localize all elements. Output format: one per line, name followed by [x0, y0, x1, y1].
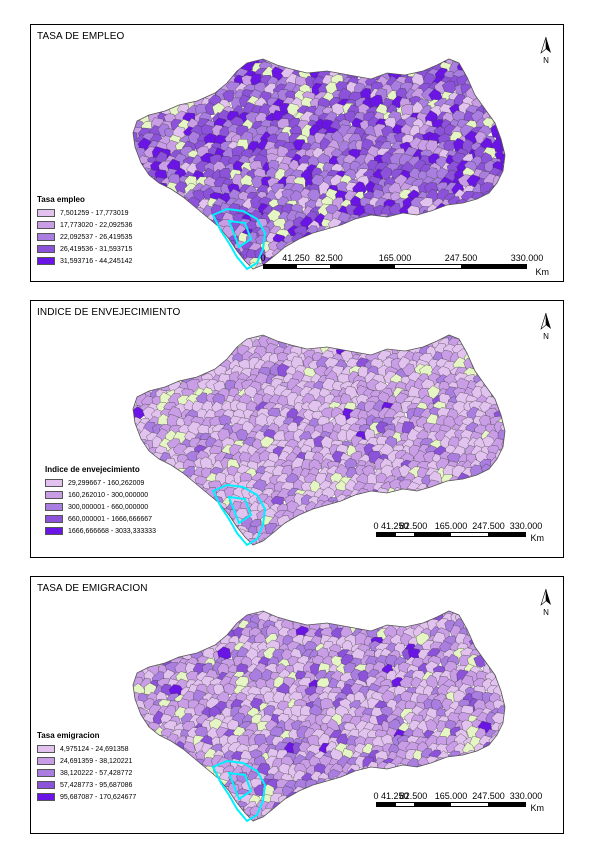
choropleth-map [132, 334, 506, 547]
legend-item: 26,419536 - 31,593715 [37, 243, 132, 255]
legend-label: 17,773020 - 22,092536 [60, 221, 133, 229]
map-title: TASA DE EMPLEO [37, 31, 125, 42]
north-arrow-icon: N [540, 36, 551, 65]
legend-label: 7,501259 - 17,773019 [60, 209, 129, 217]
highlighted-region [211, 483, 267, 547]
scale-bar: 0 41.250 82.500 165.000 247.500 330.000 … [373, 521, 544, 543]
north-arrow-icon: N [540, 588, 551, 617]
legend-item: 38,120222 - 57,428772 [37, 767, 136, 779]
scale-tick: 330.000 [509, 521, 543, 531]
choropleth-map [132, 610, 506, 823]
scale-tick: 41.250 [282, 253, 310, 263]
legend-item: 29,299667 - 160,262009 [45, 477, 156, 489]
north-label: N [543, 56, 549, 65]
map-panel-tasa-empleo: TASA DE EMPLEO N Tasa empleo 7,501259 - … [30, 24, 564, 282]
legend: Tasa emigracion 4,975124 - 24,691358 24,… [37, 731, 136, 803]
legend-item: 24,691359 - 38,120221 [37, 755, 136, 767]
legend-item: 1666,666668 - 3033,333333 [45, 525, 156, 537]
scale-tick: 247.500 [444, 253, 478, 263]
scale-unit: Km [530, 533, 545, 543]
legend-label: 57,428773 - 95,687086 [60, 781, 133, 789]
legend: Indice de envejecimiento 29,299667 - 160… [45, 465, 156, 537]
legend-item: 95,687087 - 170,624677 [37, 791, 136, 803]
map-panel-indice-envejecimiento: INDICE DE ENVEJECIMIENTO N Indice de env… [30, 300, 564, 558]
scale-tick: 165.000 [434, 521, 468, 531]
scale-tick: 330.000 [509, 791, 543, 801]
legend-item: 660,000001 - 1666,666667 [45, 513, 156, 525]
legend-item: 31,593716 - 44,245142 [37, 255, 132, 267]
scale-tick: 41.250 [380, 521, 409, 531]
municipalities [133, 59, 505, 269]
legend-item: 300,000001 - 660,000000 [45, 501, 156, 513]
scale-tick: 82.500 [315, 253, 343, 263]
legend-item: 22,092537 - 26,419535 [37, 231, 132, 243]
highlighted-region [211, 207, 267, 271]
legend-label: 29,299667 - 160,262009 [68, 479, 145, 487]
legend-label: 24,691359 - 38,120221 [60, 757, 133, 765]
highlighted-region [211, 759, 267, 823]
north-arrow-icon: N [540, 312, 551, 341]
legend-item: 17,773020 - 22,092536 [37, 219, 132, 231]
scale-tick: 82.500 [399, 791, 428, 801]
municipalities [133, 335, 505, 545]
legend-label: 95,687087 - 170,624677 [60, 793, 137, 801]
legend-label: 26,419536 - 31,593715 [60, 245, 133, 253]
scale-tick: 165.000 [378, 253, 412, 263]
north-label: N [543, 332, 549, 341]
legend-item: 4,975124 - 24,691358 [37, 743, 136, 755]
scale-tick: 247.500 [472, 791, 505, 801]
map-title: INDICE DE ENVEJECIMIENTO [37, 307, 181, 318]
legend-label: 22,092537 - 26,419535 [60, 233, 133, 241]
legend-label: 4,975124 - 24,691358 [60, 745, 129, 753]
legend-title: Tasa empleo [37, 195, 85, 204]
map-panel-tasa-emigracion: TASA DE EMIGRACION N Tasa emigracion 4,9… [30, 576, 564, 834]
legend-title: Tasa emigracion [37, 731, 100, 740]
scale-tick: 0 [373, 521, 379, 531]
scale-tick: 0 [260, 253, 266, 263]
scale-tick: 0 [373, 791, 379, 801]
scale-tick: 41.250 [380, 791, 409, 801]
legend-label: 31,593716 - 44,245142 [60, 257, 133, 265]
legend-title: Indice de envejecimiento [45, 465, 140, 474]
scale-tick: 82.500 [399, 521, 428, 531]
legend: Tasa empleo 7,501259 - 17,773019 17,7730… [37, 195, 132, 267]
legend-item: 57,428773 - 95,687086 [37, 779, 136, 791]
legend-item: 160,262010 - 300,000000 [45, 489, 156, 501]
legend-label: 160,262010 - 300,000000 [68, 491, 149, 499]
scale-tick: 247.500 [472, 521, 505, 531]
north-label: N [543, 608, 549, 617]
scale-unit: Km [535, 267, 550, 277]
legend-label: 660,000001 - 1666,666667 [68, 515, 153, 523]
choropleth-map [132, 58, 506, 271]
scale-tick: 165.000 [434, 791, 468, 801]
scale-bar: 0 41.250 82.500 165.000 247.500 330.000 … [373, 791, 544, 813]
legend-label: 38,120222 - 57,428772 [60, 769, 133, 777]
legend-item: 7,501259 - 17,773019 [37, 207, 132, 219]
legend-label: 1666,666668 - 3033,333333 [68, 527, 156, 535]
scale-bar: 0 41.250 82.500 165.000 247.500 330.000 … [260, 253, 549, 277]
map-title: TASA DE EMIGRACION [37, 583, 148, 594]
scale-tick: 330.000 [510, 253, 544, 263]
scale-unit: Km [530, 803, 545, 813]
legend-label: 300,000001 - 660,000000 [68, 503, 149, 511]
